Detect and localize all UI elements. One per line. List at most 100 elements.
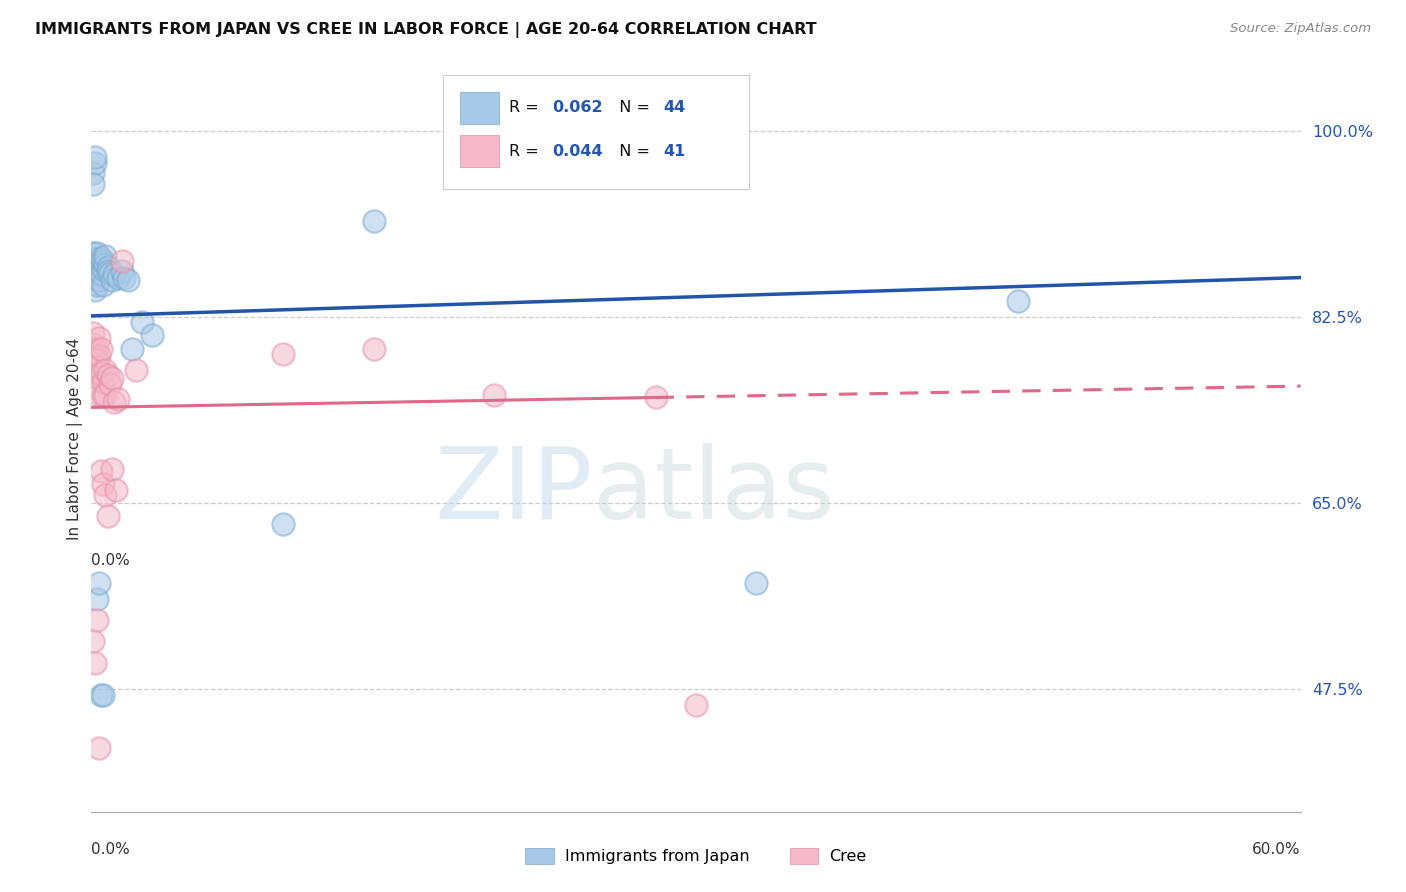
Point <box>271 347 294 361</box>
Text: 60.0%: 60.0% <box>1253 841 1301 856</box>
Text: N =: N = <box>609 144 655 159</box>
Point <box>96 508 118 523</box>
Point <box>121 342 143 356</box>
Text: 44: 44 <box>664 101 686 115</box>
Point <box>84 284 107 298</box>
Point <box>117 273 139 287</box>
Point <box>86 613 108 627</box>
Point <box>82 634 104 648</box>
Point <box>90 252 112 266</box>
Text: R =: R = <box>509 101 544 115</box>
Point <box>84 367 107 381</box>
Point <box>84 155 107 169</box>
Point <box>90 268 112 282</box>
Point <box>90 367 112 381</box>
Point <box>104 483 127 498</box>
Point <box>86 342 108 356</box>
Text: 0.062: 0.062 <box>553 101 603 115</box>
Point <box>131 315 153 329</box>
Text: atlas: atlas <box>593 443 835 540</box>
Text: Source: ZipAtlas.com: Source: ZipAtlas.com <box>1230 22 1371 36</box>
Text: ZIP: ZIP <box>434 443 593 540</box>
Point <box>84 358 107 372</box>
Point <box>86 257 108 271</box>
Point <box>100 370 122 384</box>
Point <box>86 591 108 606</box>
Point <box>82 336 104 351</box>
Point <box>86 278 108 293</box>
Text: 0.0%: 0.0% <box>91 841 131 856</box>
Point <box>86 359 108 374</box>
Point <box>107 270 129 285</box>
Text: IMMIGRANTS FROM JAPAN VS CREE IN LABOR FORCE | AGE 20-64 CORRELATION CHART: IMMIGRANTS FROM JAPAN VS CREE IN LABOR F… <box>35 22 817 38</box>
Point <box>363 342 385 356</box>
Point <box>89 262 111 277</box>
Point <box>98 266 121 280</box>
Point <box>98 376 121 391</box>
Point <box>93 375 115 389</box>
Point <box>111 264 132 278</box>
Point <box>82 262 104 277</box>
Point <box>90 688 112 702</box>
Point <box>82 347 104 361</box>
Y-axis label: In Labor Force | Age 20-64: In Labor Force | Age 20-64 <box>67 338 83 541</box>
Point <box>111 253 132 268</box>
Point <box>94 257 117 271</box>
FancyBboxPatch shape <box>460 92 499 123</box>
FancyBboxPatch shape <box>443 75 749 189</box>
Point <box>89 349 111 363</box>
Point <box>96 264 118 278</box>
Point <box>93 477 115 491</box>
Point <box>89 331 111 345</box>
Point <box>94 249 117 263</box>
Point <box>96 368 118 383</box>
Point <box>89 387 111 401</box>
Point <box>93 262 115 277</box>
Point <box>644 390 666 404</box>
Point <box>100 462 122 476</box>
Point <box>94 363 117 377</box>
Point <box>86 262 108 277</box>
Point <box>745 576 768 591</box>
Point <box>103 268 125 282</box>
Point <box>86 246 108 260</box>
Point <box>89 576 111 591</box>
Legend: Immigrants from Japan, Cree: Immigrants from Japan, Cree <box>519 841 873 871</box>
Point <box>94 488 117 502</box>
Point <box>89 257 111 271</box>
Point <box>84 342 107 356</box>
Point <box>96 260 118 274</box>
Point <box>82 326 104 340</box>
Point <box>685 698 707 713</box>
Point <box>89 273 111 287</box>
Point <box>271 517 294 532</box>
Point <box>84 656 107 670</box>
Point <box>125 363 148 377</box>
Point <box>94 387 117 401</box>
Point <box>82 166 104 180</box>
Point <box>82 177 104 191</box>
Point <box>84 150 107 164</box>
Point <box>103 395 125 409</box>
Text: R =: R = <box>509 144 544 159</box>
Point <box>86 352 108 367</box>
Point <box>89 740 111 755</box>
Point <box>93 688 115 702</box>
Point <box>93 387 115 401</box>
Point <box>90 342 112 356</box>
Point <box>112 270 135 285</box>
Point <box>82 358 104 372</box>
Point <box>484 387 506 401</box>
Point <box>82 246 104 260</box>
Text: 41: 41 <box>664 144 686 159</box>
Point <box>363 214 385 228</box>
Point <box>84 257 107 271</box>
Point <box>93 253 115 268</box>
Point <box>93 278 115 293</box>
Text: 0.044: 0.044 <box>553 144 603 159</box>
Point <box>1007 293 1029 308</box>
FancyBboxPatch shape <box>460 136 499 167</box>
Text: 0.0%: 0.0% <box>91 552 131 567</box>
Point <box>84 252 107 266</box>
Point <box>90 257 112 271</box>
